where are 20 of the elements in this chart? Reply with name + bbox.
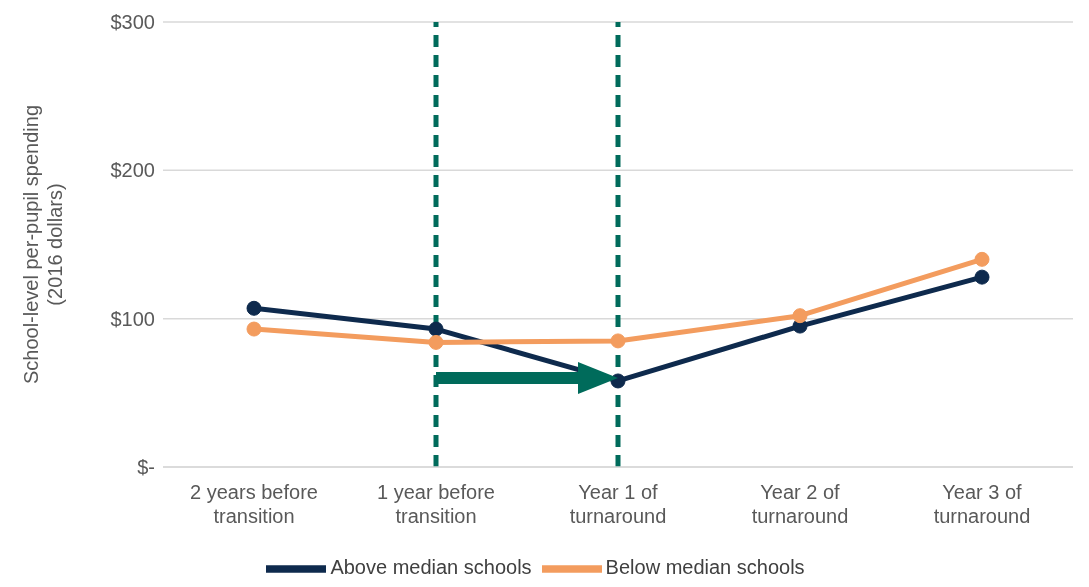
x-tick-label: Year 3 of turnaround: [933, 481, 1031, 527]
x-tick-label: Year 1 of turnaround: [569, 481, 667, 527]
legend-label: Below median schools: [605, 556, 805, 579]
y-tick-label: $200: [110, 159, 155, 182]
legend-label: Above median schools: [330, 556, 532, 579]
point: [428, 321, 444, 337]
x-tick-label: 1 year before transition: [377, 481, 495, 527]
y-axis-title: School-level per-pupil spending (2016 dollars): [20, 104, 66, 385]
x-tick-label: 2 years before transition: [190, 481, 318, 527]
y-tick-label: $300: [110, 11, 155, 34]
y-tick-label: $-: [137, 456, 155, 479]
point: [246, 321, 262, 337]
point: [246, 300, 262, 316]
x-tick-label: Year 2 of turnaround: [751, 481, 849, 527]
point: [792, 308, 808, 324]
y-tick-label: $100: [110, 307, 155, 330]
point: [610, 333, 626, 349]
point: [974, 251, 990, 267]
point: [428, 334, 444, 350]
point: [974, 269, 990, 285]
